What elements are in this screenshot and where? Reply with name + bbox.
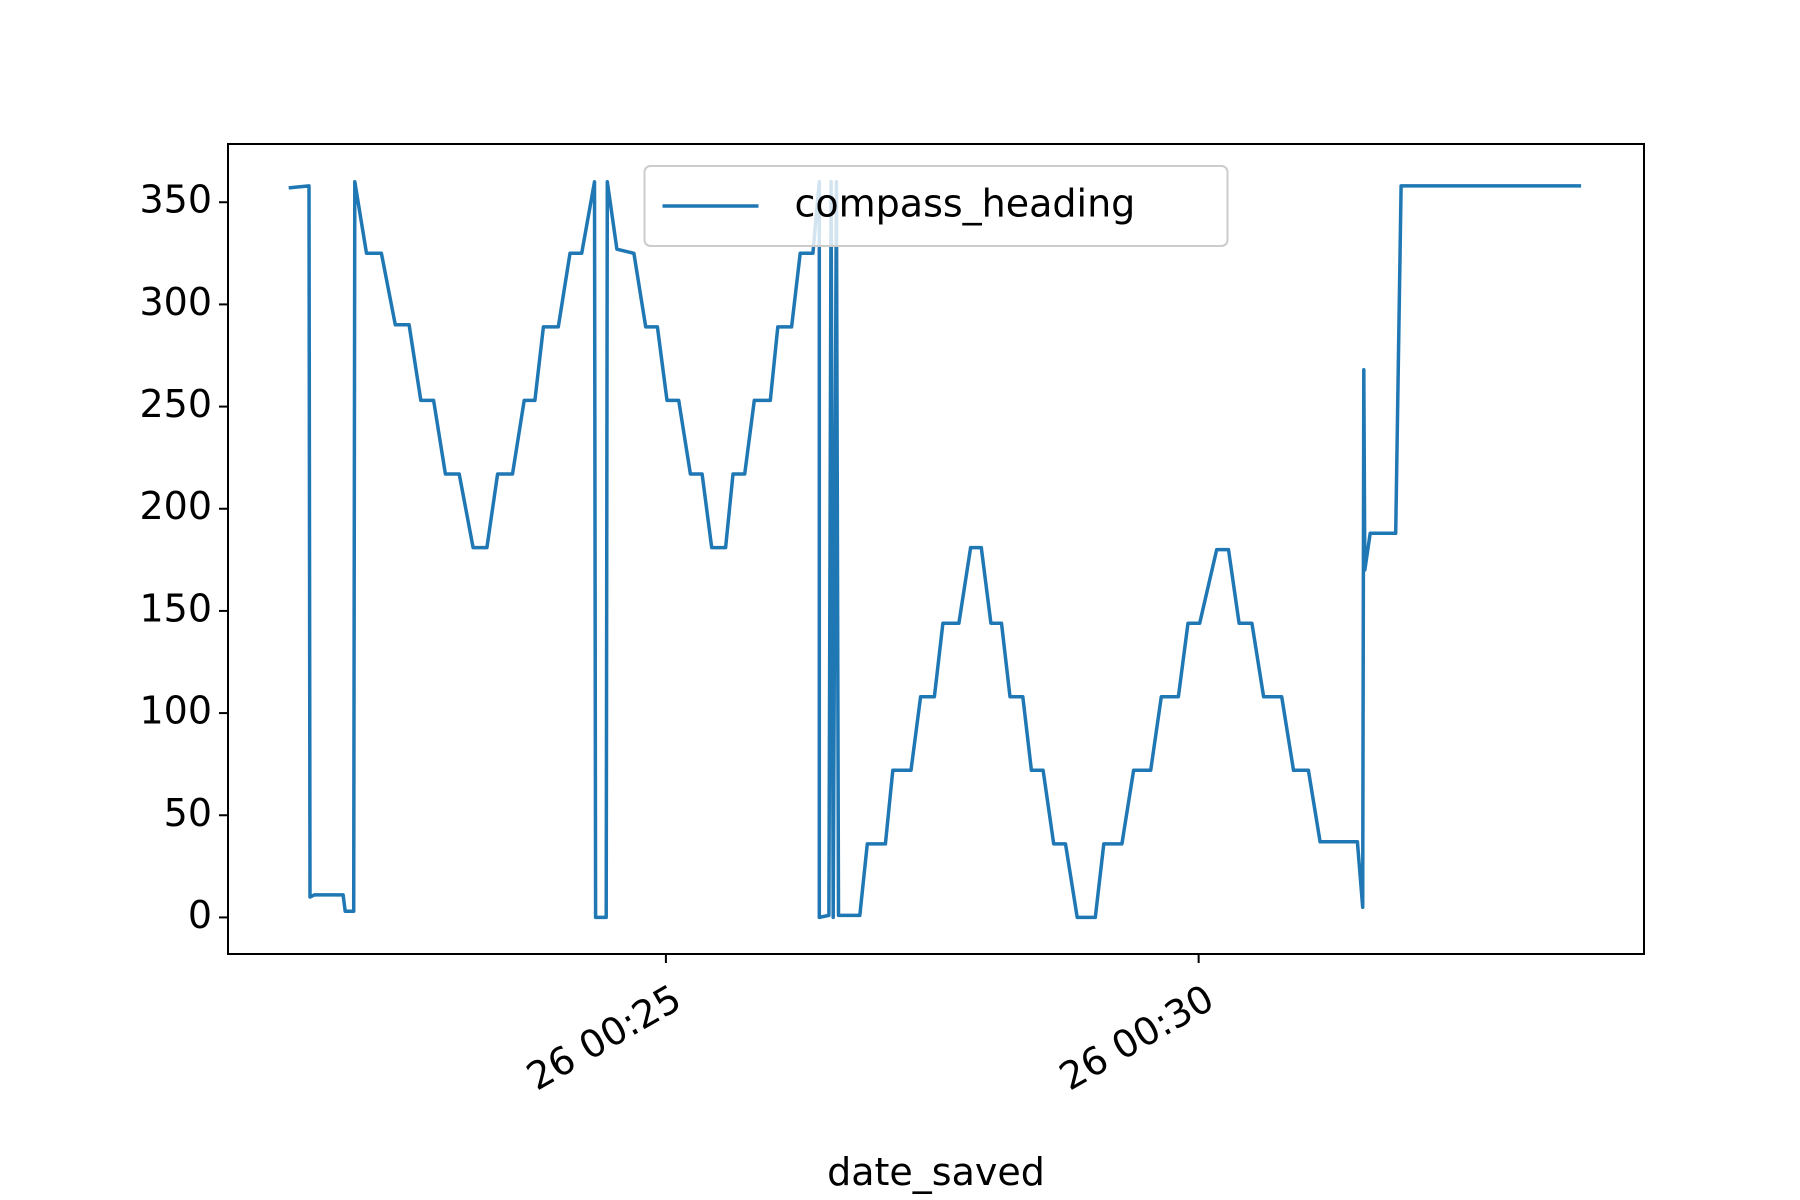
- x-tick-label: 26 00:30: [1052, 976, 1221, 1099]
- y-tick-label: 50: [164, 791, 212, 835]
- y-tick-label: 350: [139, 178, 212, 222]
- x-tick-label: 26 00:25: [519, 976, 688, 1099]
- legend-box: [643, 165, 1229, 247]
- y-tick-label: 100: [139, 689, 212, 733]
- y-tick-label: 200: [139, 484, 212, 528]
- series-line: [288, 180, 1582, 920]
- plot-frame: [227, 143, 1645, 955]
- y-tick-label: 300: [139, 280, 212, 324]
- y-tick-label: 150: [139, 586, 212, 630]
- y-tick-label: 250: [139, 382, 212, 426]
- y-tick-label: 0: [188, 893, 212, 937]
- legend-label: compass_heading: [795, 182, 1136, 226]
- x-axis-label: date_saved: [827, 1150, 1045, 1194]
